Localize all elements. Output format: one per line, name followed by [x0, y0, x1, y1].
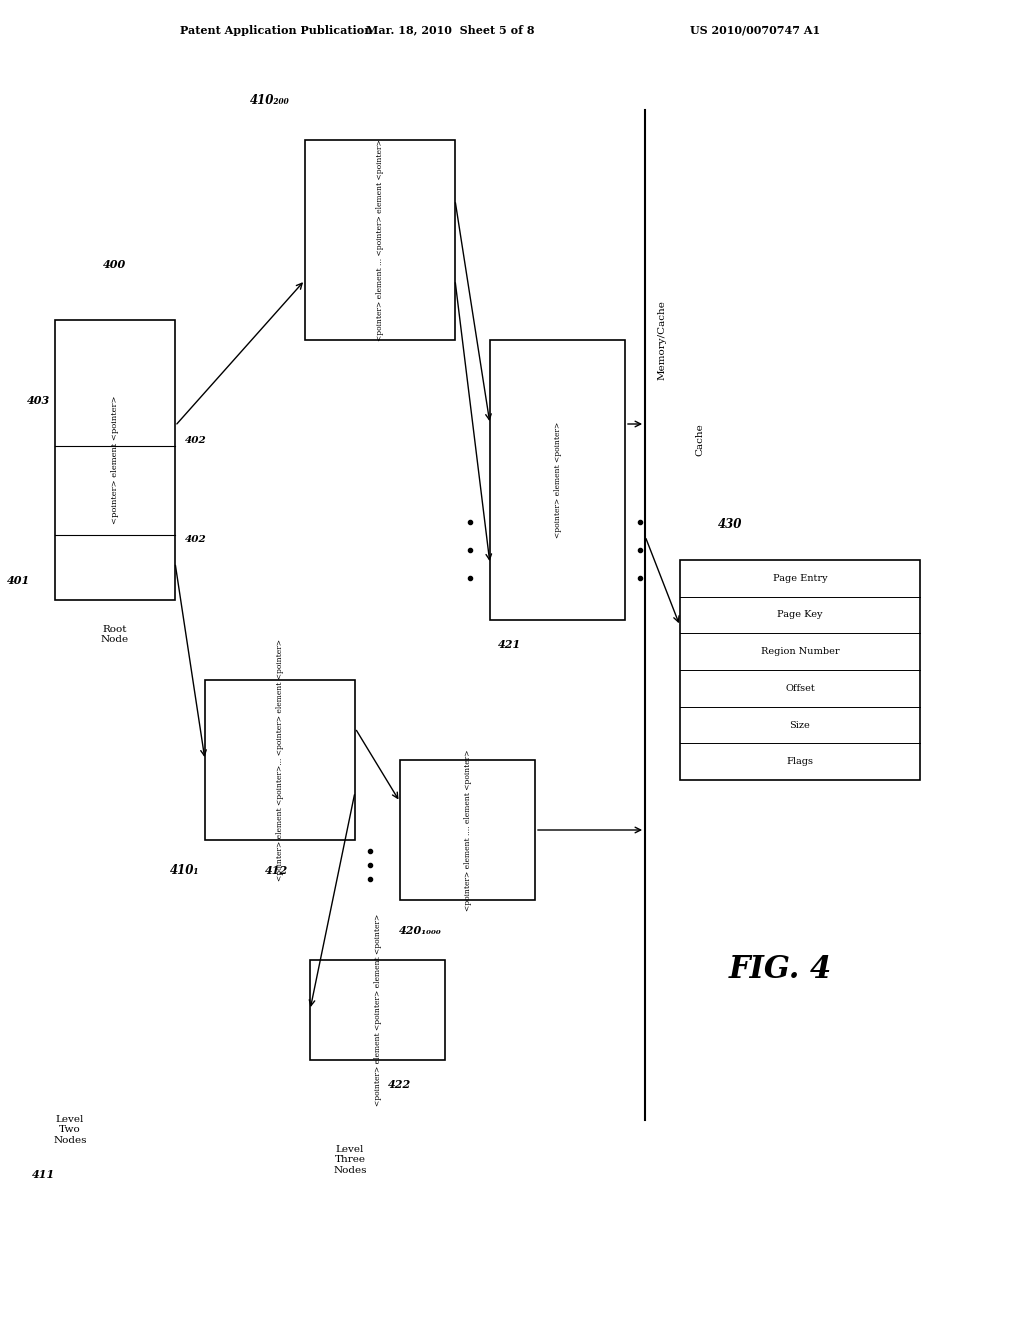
Text: Page Entry: Page Entry [773, 574, 827, 583]
Text: <pointer> element <pointer>: <pointer> element <pointer> [554, 422, 561, 539]
Text: 410₂₀₀: 410₂₀₀ [250, 94, 290, 107]
Text: <pointer> element .... element <pointer>: <pointer> element .... element <pointer> [464, 750, 471, 911]
Text: <pointer> element ... <pointer> element <pointer>: <pointer> element ... <pointer> element … [376, 139, 384, 341]
Text: Root
Node: Root Node [101, 624, 129, 644]
Bar [310, 960, 445, 1060]
Text: Size: Size [790, 721, 810, 730]
Bar [55, 319, 175, 601]
Text: 420₁₀₀₀: 420₁₀₀₀ [398, 924, 441, 936]
Text: <pointer> element <pointer> element <pointer>: <pointer> element <pointer> element <poi… [374, 913, 382, 1106]
Text: 400: 400 [103, 260, 127, 271]
Text: Region Number: Region Number [761, 647, 840, 656]
Text: Level
Two
Nodes: Level Two Nodes [53, 1115, 87, 1144]
Text: 422: 422 [388, 1080, 412, 1090]
Text: Page Key: Page Key [777, 610, 822, 619]
Text: Patent Application Publication: Patent Application Publication [180, 25, 373, 36]
Text: US 2010/0070747 A1: US 2010/0070747 A1 [690, 25, 820, 36]
Text: 411: 411 [32, 1170, 55, 1180]
Text: <pointer> element <pointer>... <pointer> element <pointer>: <pointer> element <pointer>... <pointer>… [276, 639, 284, 880]
Bar [400, 760, 535, 900]
Text: 402: 402 [185, 536, 207, 544]
Text: 412: 412 [265, 865, 288, 875]
Bar [490, 341, 625, 620]
Bar [305, 140, 455, 341]
Text: 421: 421 [499, 639, 521, 651]
Text: Offset: Offset [785, 684, 815, 693]
Text: Mar. 18, 2010  Sheet 5 of 8: Mar. 18, 2010 Sheet 5 of 8 [366, 25, 535, 36]
Text: Memory/Cache: Memory/Cache [658, 300, 667, 380]
Text: FIG. 4: FIG. 4 [728, 954, 831, 986]
Text: 402: 402 [185, 437, 207, 445]
Text: 401: 401 [7, 574, 30, 586]
Bar [205, 680, 355, 840]
Text: <pointer> element <pointer>: <pointer> element <pointer> [111, 396, 119, 524]
Text: 410₁: 410₁ [170, 863, 200, 876]
Text: Level
Three
Nodes: Level Three Nodes [333, 1144, 367, 1175]
Text: Flags: Flags [786, 758, 813, 766]
Text: 430: 430 [718, 519, 742, 532]
Text: 403: 403 [27, 395, 50, 405]
Bar [680, 560, 920, 780]
Text: Cache: Cache [695, 424, 705, 457]
